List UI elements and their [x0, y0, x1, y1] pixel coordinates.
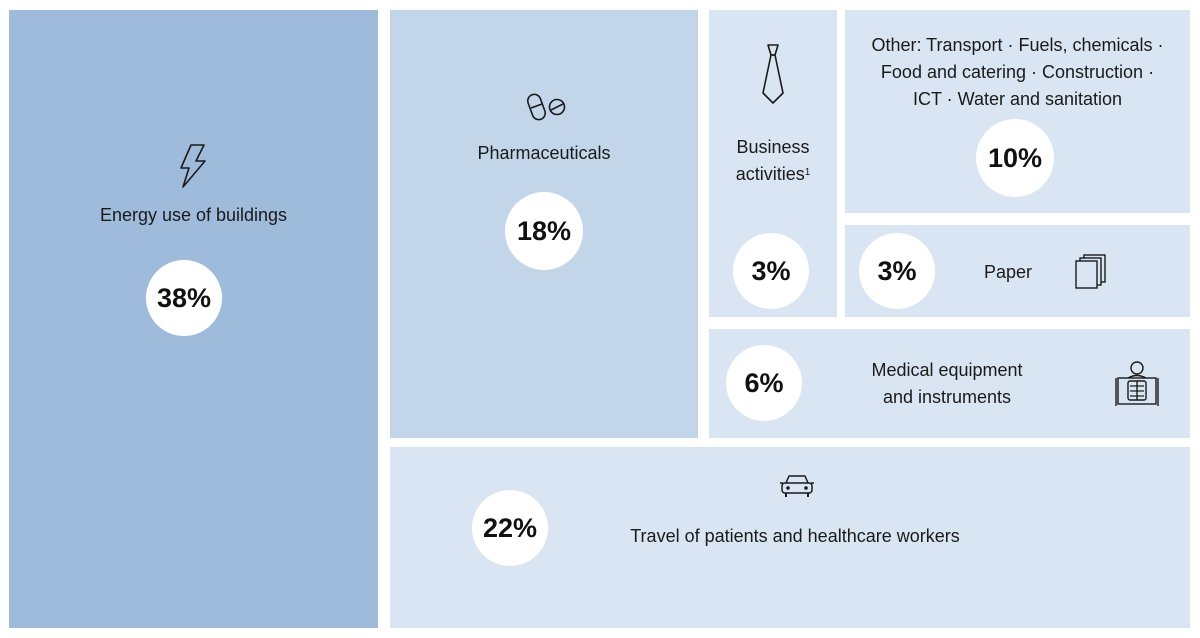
tile-pharmaceuticals: Pharmaceuticals 18% [390, 10, 698, 438]
tile-travel: 22% Travel of patients and healthcare wo… [390, 447, 1190, 628]
pills-icon [527, 93, 566, 121]
tile-other: Other: Transport · Fuels, chemicals · Fo… [845, 10, 1190, 213]
tile-label: Travel of patients and healthcare worker… [630, 526, 960, 546]
tile-label-line-2: and instruments [882, 387, 1012, 407]
tile-label-line-1: Medical equipment [871, 360, 1023, 380]
tile-label-line-1: Business [736, 137, 810, 157]
xray-icon [1115, 361, 1159, 406]
tile-label: Medical equipment and instruments [839, 357, 1055, 411]
value-badge: 10% [976, 119, 1054, 197]
tile-label: Other: Transport · Fuels, chemicals · Fo… [845, 32, 1190, 113]
tile-label: Energy use of buildings [99, 205, 288, 225]
footnote-marker: 1 [804, 167, 811, 178]
tile-label-line-2: Food and catering · Construction · [880, 62, 1155, 82]
tile-label: Business activities1 [709, 134, 837, 188]
necktie-icon [762, 44, 784, 104]
tile-label-line-2: activities1 [709, 161, 837, 188]
value-badge: 38% [146, 260, 222, 336]
paper-stack-icon [1075, 254, 1106, 289]
tile-label-line-3: ICT · Water and sanitation [912, 89, 1123, 109]
lightning-icon [180, 144, 206, 188]
tile-label: Paper [983, 262, 1033, 282]
tile-business-activities: Business activities1 3% [709, 10, 837, 317]
car-icon [780, 475, 814, 497]
tile-label-text: activities [735, 164, 805, 184]
tile-paper: 3% Paper [845, 225, 1190, 317]
value-badge: 22% [472, 490, 548, 566]
tile-medical-equipment: 6% Medical equipment and instruments [709, 329, 1190, 438]
value-badge: 3% [733, 233, 809, 309]
value-badge: 6% [726, 345, 802, 421]
tile-label: Pharmaceuticals [477, 143, 611, 163]
tile-energy-use-of-buildings: Energy use of buildings 38% [9, 10, 378, 628]
value-badge: 18% [505, 192, 583, 270]
value-badge: 3% [859, 233, 935, 309]
tile-label-line-1: Other: Transport · Fuels, chemicals · [871, 35, 1164, 55]
